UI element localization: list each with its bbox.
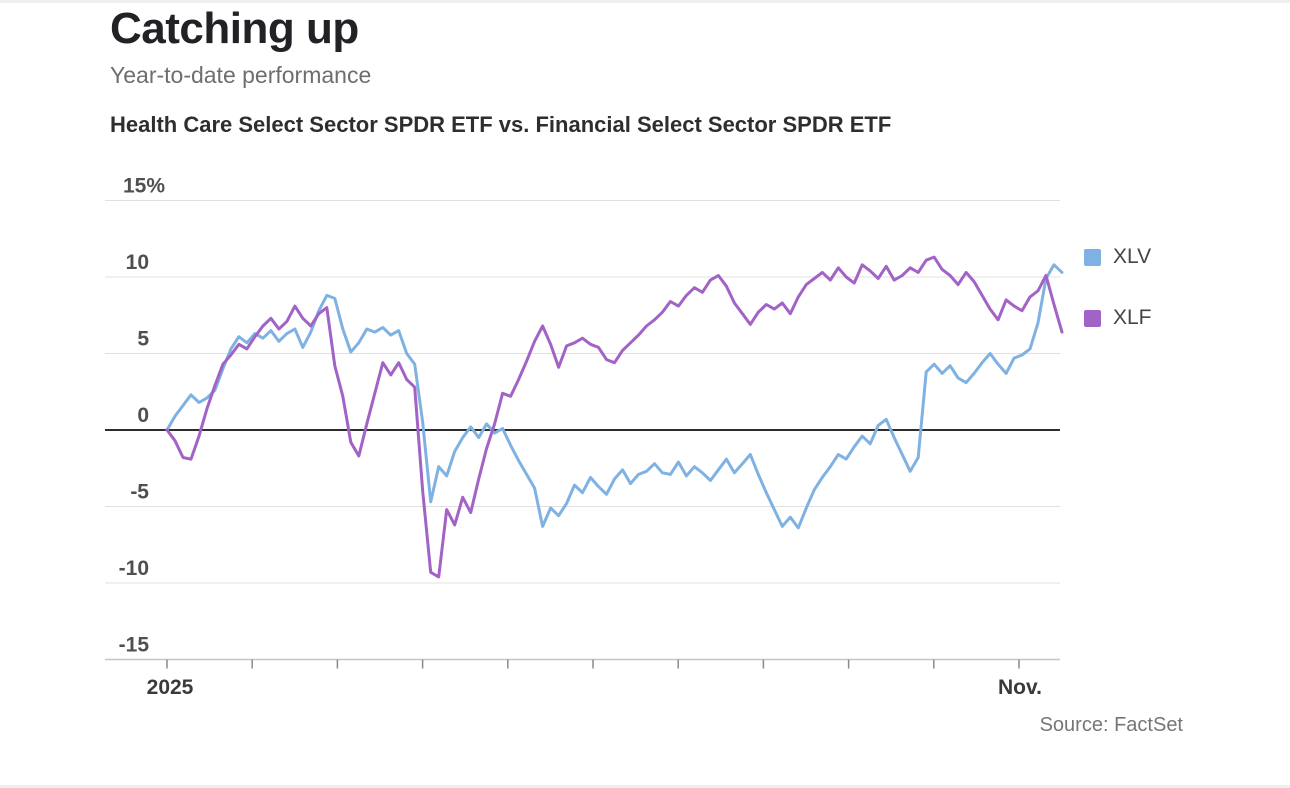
chart-title: Health Care Select Sector SPDR ETF vs. F… <box>110 112 892 137</box>
x-axis-label: 2025 <box>147 676 194 699</box>
xlf-swatch-icon <box>1084 309 1101 327</box>
y-axis-label: -15 <box>119 634 150 657</box>
y-axis-label: 5 <box>137 328 149 351</box>
x-axis-label: Nov. <box>998 676 1042 699</box>
xlv-swatch-icon <box>1084 248 1101 266</box>
y-axis-label: 15% <box>123 175 165 198</box>
y-axis-label: 10 <box>126 251 149 274</box>
legend-item-xlf: XLF <box>1084 305 1152 331</box>
page-top-border <box>0 0 1290 3</box>
chart-legend: XLV XLF <box>1084 244 1152 331</box>
y-axis-label: 0 <box>137 404 149 427</box>
legend-item-xlv: XLV <box>1084 244 1152 270</box>
y-axis-label: -5 <box>130 481 149 504</box>
y-axis-label: -10 <box>119 557 149 580</box>
xlv-line <box>165 263 1064 530</box>
page-bottom-border <box>0 785 1290 788</box>
page-title: Catching up <box>110 4 359 53</box>
page-subtitle: Year-to-date performance <box>110 62 372 88</box>
xlf-line <box>165 255 1064 579</box>
source-attribution: Source: FactSet <box>1039 714 1183 736</box>
legend-label-xlf: XLF <box>1113 306 1152 329</box>
legend-label-xlv: XLV <box>1113 245 1152 268</box>
